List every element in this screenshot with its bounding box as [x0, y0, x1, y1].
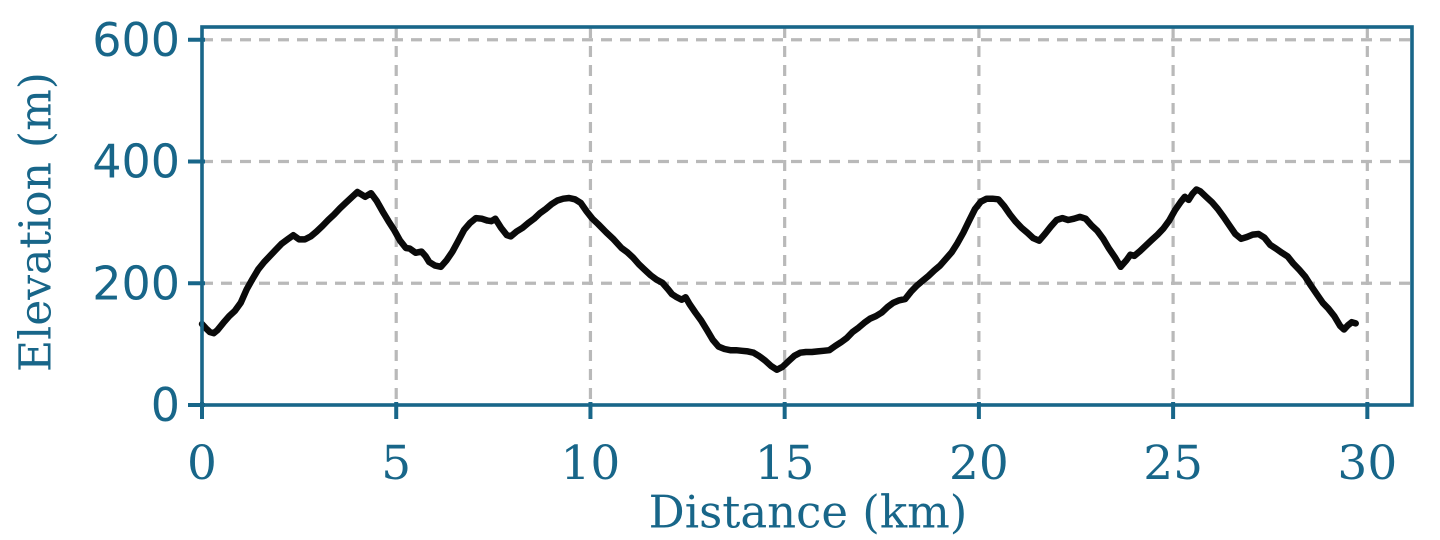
elevation-profile-line: [198, 186, 1359, 373]
x-tick-label: 10: [561, 436, 621, 491]
axes-spines: [200, 25, 1414, 407]
x-axis-label: Distance (km): [648, 485, 968, 539]
x-tick-label: 15: [755, 436, 815, 491]
x-tick-label: 30: [1337, 436, 1397, 491]
y-tick-label: 0: [151, 378, 180, 432]
y-tick-label: 200: [92, 256, 180, 310]
y-tick-label: 400: [92, 135, 180, 189]
x-tick-label: 20: [949, 436, 1009, 491]
x-tick-label: 5: [381, 436, 411, 491]
y-tick-label: 600: [92, 13, 180, 67]
y-axis-label: Elevation (m): [10, 72, 62, 372]
x-tick-label: 0: [187, 436, 217, 491]
x-tick-label: 25: [1143, 436, 1203, 491]
